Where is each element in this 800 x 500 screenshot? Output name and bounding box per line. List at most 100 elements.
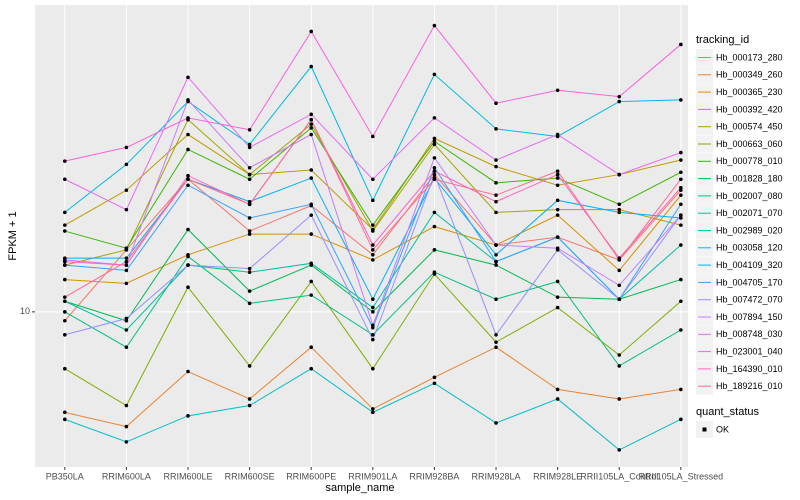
point xyxy=(432,165,437,170)
point xyxy=(432,136,437,141)
point xyxy=(494,199,498,204)
point xyxy=(124,188,129,192)
point xyxy=(247,232,252,236)
point xyxy=(494,263,498,267)
point xyxy=(124,424,129,429)
legend-label: Hb_002989_020 xyxy=(716,225,783,235)
point xyxy=(494,101,498,106)
point xyxy=(371,332,375,337)
point xyxy=(555,279,560,284)
legend-label: Hb_000663_060 xyxy=(716,139,783,149)
point xyxy=(63,263,67,267)
point xyxy=(309,29,314,34)
x-tick-label: RRIM600PE xyxy=(286,471,336,481)
point xyxy=(617,210,622,215)
y-axis-title: FPKM + 1 xyxy=(7,211,19,260)
point xyxy=(371,223,375,227)
point xyxy=(371,310,375,314)
point xyxy=(555,207,560,212)
point xyxy=(679,42,683,47)
point xyxy=(247,301,252,306)
legend-title: quant_status xyxy=(696,406,759,418)
point xyxy=(124,281,129,286)
point xyxy=(617,353,622,357)
point xyxy=(617,172,622,177)
point xyxy=(679,299,683,304)
point xyxy=(186,254,190,259)
point xyxy=(555,213,560,217)
point xyxy=(63,259,67,264)
point xyxy=(124,263,129,267)
point xyxy=(555,397,560,401)
x-tick-label: RRIM600LA xyxy=(102,471,151,481)
point xyxy=(432,142,437,147)
point xyxy=(494,210,498,215)
point xyxy=(617,258,622,262)
point xyxy=(247,229,252,233)
point xyxy=(432,224,437,229)
point xyxy=(555,305,560,310)
point xyxy=(186,173,190,178)
point xyxy=(679,158,683,162)
point xyxy=(679,150,683,155)
point xyxy=(494,127,498,131)
point xyxy=(309,261,314,266)
x-tick-label: RRII105LA_Stressed xyxy=(639,471,724,481)
point xyxy=(247,142,252,147)
legend-label: Hb_003058_120 xyxy=(716,243,783,253)
point xyxy=(186,177,190,182)
point xyxy=(679,170,683,175)
point xyxy=(679,188,683,192)
point xyxy=(309,112,314,117)
point xyxy=(432,381,437,386)
point xyxy=(494,193,498,197)
point xyxy=(432,156,437,160)
point xyxy=(371,243,375,247)
point xyxy=(186,369,190,374)
point xyxy=(309,64,314,69)
point xyxy=(309,126,314,130)
point xyxy=(679,213,683,217)
point xyxy=(309,117,314,122)
legend-label: Hb_000574_450 xyxy=(716,122,783,132)
point xyxy=(617,202,622,207)
point xyxy=(432,210,437,215)
point xyxy=(124,403,129,408)
point xyxy=(63,310,67,314)
x-tick-label: RRIM901LA xyxy=(348,471,397,481)
point xyxy=(494,164,498,169)
point xyxy=(617,297,622,301)
point xyxy=(679,223,683,227)
legend-label: Hb_001828_180 xyxy=(716,173,783,183)
point xyxy=(63,366,67,371)
point xyxy=(63,332,67,337)
point xyxy=(309,122,314,126)
point xyxy=(186,183,190,188)
x-tick-label: PB350LA xyxy=(46,471,84,481)
point xyxy=(309,213,314,217)
point xyxy=(63,299,67,304)
point xyxy=(679,417,683,422)
point xyxy=(247,172,252,177)
point xyxy=(247,397,252,401)
point xyxy=(494,297,498,301)
point xyxy=(63,277,67,282)
point xyxy=(371,134,375,139)
point xyxy=(494,421,498,425)
point xyxy=(494,158,498,162)
point xyxy=(124,145,129,150)
point xyxy=(679,98,683,102)
legend-label: Hb_004705_170 xyxy=(716,277,783,287)
point xyxy=(555,172,560,177)
point xyxy=(371,366,375,371)
point xyxy=(247,270,252,275)
point xyxy=(494,253,498,257)
legend-label: Hb_007472_070 xyxy=(716,295,783,305)
x-tick-label: RRIM928BA xyxy=(409,471,459,481)
legend-title: tracking_id xyxy=(696,34,749,46)
point xyxy=(309,168,314,172)
point xyxy=(555,235,560,239)
point xyxy=(494,332,498,337)
point xyxy=(617,364,622,368)
